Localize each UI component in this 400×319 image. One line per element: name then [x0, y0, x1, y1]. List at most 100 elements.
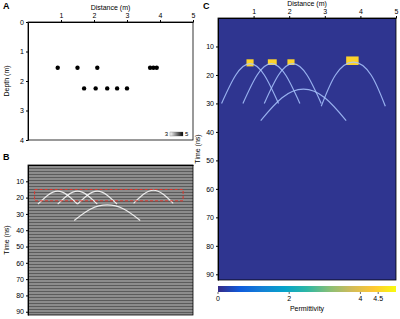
- x-tick-mark: [160, 20, 161, 22]
- x-tick: 4: [359, 8, 363, 18]
- point: [155, 66, 159, 70]
- y-axis: 102030405060708090: [16, 166, 28, 316]
- x-tick-mark: [396, 16, 397, 18]
- y-axis: 0 1 2 3 4: [20, 19, 28, 144]
- y-tick: 0: [20, 19, 28, 26]
- y-tick-label: 4: [20, 137, 24, 144]
- figure: 1234501234ADistance (m)Depth (m)35102030…: [0, 0, 400, 319]
- y-tick: 3: [20, 107, 28, 114]
- reflection-line: [222, 64, 279, 104]
- x-tick-label: 1: [60, 12, 64, 19]
- y-tick-label: 50: [206, 157, 214, 164]
- x-tick-mark: [360, 16, 361, 18]
- y-tick-mark: [26, 247, 28, 248]
- y-tick: 60: [16, 260, 28, 267]
- x-tick-mark: [94, 20, 95, 22]
- y-tick: 70: [206, 214, 218, 221]
- panel-3: 12345102030405060708090CDistance (m)Time…: [194, 0, 399, 313]
- y-tick-label: 20: [16, 194, 24, 201]
- target-cell: [246, 59, 253, 66]
- y-tick-mark: [26, 140, 28, 141]
- reflection-line: [261, 89, 346, 120]
- y-tick: 90: [206, 271, 218, 278]
- y-tick-label: 60: [206, 186, 214, 193]
- plot-background: [28, 22, 193, 140]
- point: [75, 66, 79, 70]
- colorbar: [218, 286, 396, 292]
- y-tick-label: 80: [16, 292, 24, 299]
- y-tick-mark: [216, 217, 218, 218]
- y-tick: 80: [206, 243, 218, 250]
- y-tick-mark: [26, 214, 28, 215]
- y-tick: 2: [20, 78, 28, 85]
- y-tick: 10: [206, 43, 218, 50]
- y-tick-mark: [26, 230, 28, 231]
- x-tick-label: 2: [288, 8, 292, 15]
- y-tick: 10: [16, 178, 28, 185]
- y-tick: 20: [206, 72, 218, 79]
- x-tick-label: 5: [192, 12, 196, 19]
- point: [56, 66, 60, 70]
- y-tick-mark: [216, 103, 218, 104]
- point: [93, 86, 97, 90]
- y-tick-mark: [216, 46, 218, 47]
- y-axis-title: Time (ns): [194, 134, 202, 163]
- colorbar-tick-label: 4.5: [373, 295, 383, 302]
- y-tick: 40: [206, 129, 218, 136]
- x-tick-mark: [289, 16, 290, 18]
- y-tick: 50: [206, 157, 218, 164]
- y-tick: 40: [16, 227, 28, 234]
- y-tick-label: 70: [206, 214, 214, 221]
- x-tick-label: 5: [395, 8, 399, 15]
- point: [95, 66, 99, 70]
- x-axis-title: Distance (m): [91, 4, 131, 12]
- x-tick-label: 4: [159, 12, 163, 19]
- y-tick-label: 50: [16, 243, 24, 250]
- y-tick: 60: [206, 186, 218, 193]
- y-tick: 4: [20, 137, 28, 144]
- x-axis: [29, 165, 194, 166]
- x-tick: 5: [395, 8, 399, 18]
- y-tick-label: 1: [20, 48, 24, 55]
- reflection-line: [264, 64, 321, 104]
- y-axis-line: [28, 166, 29, 316]
- x-axis-line: [219, 18, 397, 19]
- panel-label: C: [203, 1, 210, 11]
- x-tick: 2: [288, 8, 292, 18]
- point: [105, 86, 109, 90]
- y-tick-mark: [216, 189, 218, 190]
- plot-frame: [28, 165, 193, 315]
- plot-frame: [28, 22, 193, 140]
- y-tick-label: 80: [206, 243, 214, 250]
- panel-label: B: [3, 152, 10, 162]
- x-tick-mark: [325, 16, 326, 18]
- y-tick-label: 40: [206, 129, 214, 136]
- y-tick-label: 20: [206, 72, 214, 79]
- y-tick-label: 0: [20, 19, 24, 26]
- panel-1: 1234501234ADistance (m)Depth (m)35: [3, 1, 196, 144]
- y-tick: 30: [16, 211, 28, 218]
- colorbar-title: Permittivity: [290, 305, 325, 313]
- colorbar-tick-label: 3: [165, 131, 169, 137]
- point: [82, 86, 86, 90]
- x-tick: 3: [126, 12, 130, 22]
- y-tick: 70: [16, 276, 28, 283]
- y-tick-mark: [26, 279, 28, 280]
- plot-area: [56, 66, 159, 91]
- reflection-line: [74, 205, 140, 220]
- y-tick: 1: [20, 48, 28, 55]
- y-tick-mark: [26, 181, 28, 182]
- y-axis-line: [218, 19, 219, 281]
- colorbar: [170, 132, 183, 136]
- y-axis-line: [28, 23, 29, 141]
- colorbar-tick-label: 5: [185, 131, 189, 137]
- x-tick-label: 2: [93, 12, 97, 19]
- x-tick-mark: [61, 20, 62, 22]
- panel-2: 102030405060708090BTime (ns): [3, 152, 194, 316]
- y-tick: 20: [16, 194, 28, 201]
- plot-area: [222, 56, 386, 120]
- y-tick-mark: [216, 274, 218, 275]
- reflection-line: [321, 62, 385, 106]
- x-tick-label: 3: [323, 8, 327, 15]
- y-tick: 80: [16, 292, 28, 299]
